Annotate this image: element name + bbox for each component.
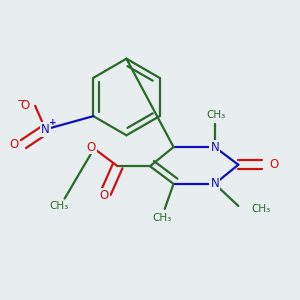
Text: N: N xyxy=(41,123,50,136)
Text: CH₃: CH₃ xyxy=(152,213,171,223)
Text: CH₃: CH₃ xyxy=(252,204,271,214)
Text: N: N xyxy=(210,177,219,190)
Text: O: O xyxy=(100,189,109,202)
Text: methoxy: methoxy xyxy=(67,171,92,176)
Text: O: O xyxy=(86,141,96,154)
Text: O: O xyxy=(269,158,278,171)
Text: O: O xyxy=(20,99,29,112)
Text: −: − xyxy=(17,96,27,106)
Text: N: N xyxy=(210,141,219,154)
Text: O: O xyxy=(10,138,19,151)
Text: +: + xyxy=(49,118,57,127)
Text: CH₃: CH₃ xyxy=(49,201,68,211)
Text: CH₃: CH₃ xyxy=(207,110,226,120)
